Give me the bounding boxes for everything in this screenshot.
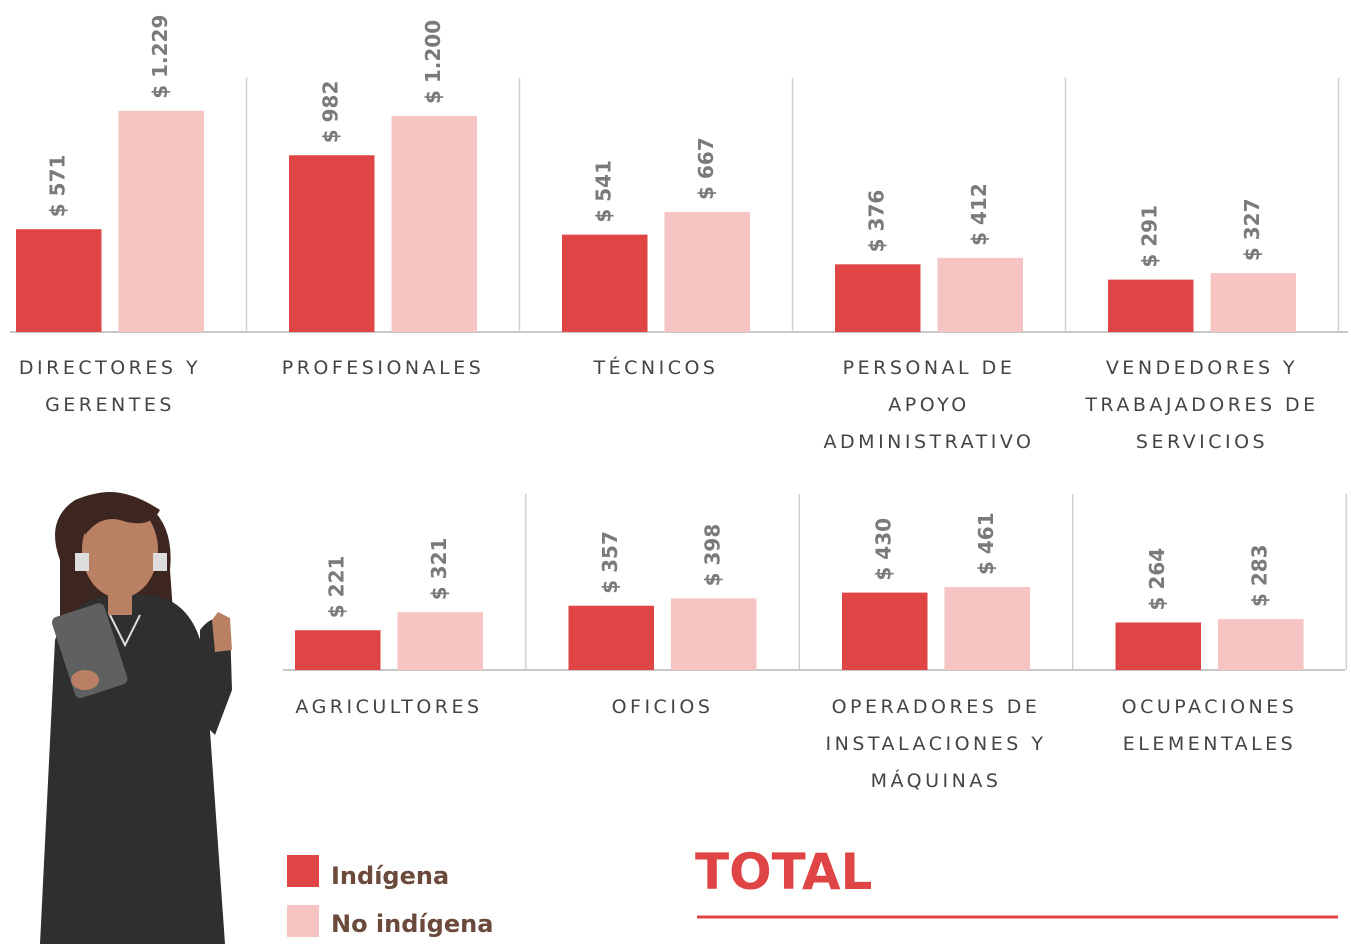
- bar: [1218, 619, 1304, 670]
- legend-swatch: [287, 905, 319, 937]
- value-label: $ 1.229: [148, 15, 172, 99]
- bar: [289, 155, 375, 332]
- value-label: $ 357: [598, 531, 622, 594]
- value-label: $ 291: [1138, 205, 1162, 268]
- value-label: $ 376: [865, 190, 889, 253]
- bar: [1108, 279, 1194, 332]
- bar: [568, 605, 654, 670]
- bar: [16, 229, 102, 332]
- value-label: $ 221: [325, 556, 349, 619]
- category-label: OPERADORES DE INSTALACIONES Y MÁQUINAS: [825, 696, 1047, 792]
- bar: [1210, 273, 1296, 332]
- bar: [295, 630, 381, 670]
- value-label: $ 541: [592, 160, 616, 223]
- bar: [664, 211, 750, 332]
- value-label: $ 667: [694, 137, 718, 200]
- value-label: $ 264: [1145, 548, 1169, 611]
- legend-label: No indígena: [331, 910, 494, 938]
- category-label: PROFESIONALES: [281, 357, 485, 379]
- category-label: OFICIOS: [611, 696, 714, 718]
- value-label: $ 1.200: [421, 20, 445, 104]
- value-label: $ 982: [319, 81, 343, 144]
- bar: [397, 612, 483, 670]
- category-label: AGRICULTORES: [295, 696, 483, 718]
- value-label: $ 283: [1248, 544, 1272, 607]
- bar: [562, 234, 648, 332]
- category-label: TÉCNICOS: [593, 357, 719, 379]
- legend-label: Indígena: [331, 862, 450, 890]
- category-label: DIRECTORES Y GERENTES: [18, 357, 202, 416]
- value-label: $ 461: [974, 512, 998, 575]
- bar: [835, 264, 921, 332]
- value-label: $ 321: [427, 538, 451, 601]
- value-label: $ 412: [967, 183, 991, 246]
- category-label: PERSONAL DE APOYO ADMINISTRATIVO: [823, 357, 1035, 453]
- woman-illustration: [40, 492, 232, 944]
- category-label: OCUPACIONES ELEMENTALES: [1121, 696, 1298, 755]
- value-label: $ 327: [1240, 198, 1264, 261]
- bar: [944, 587, 1030, 670]
- value-label: $ 430: [872, 518, 896, 581]
- bar: [671, 598, 757, 670]
- legend-swatch: [287, 855, 319, 887]
- bar: [1115, 622, 1201, 670]
- total-title: TOTAL: [695, 843, 873, 901]
- bar: [391, 116, 477, 332]
- bar: [842, 592, 928, 670]
- value-label: $ 571: [46, 155, 70, 218]
- value-label: $ 398: [701, 524, 725, 587]
- bar: [937, 257, 1023, 332]
- bar: [118, 110, 204, 332]
- category-label: VENDEDORES Y TRABAJADORES DE SERVICIOS: [1085, 357, 1319, 453]
